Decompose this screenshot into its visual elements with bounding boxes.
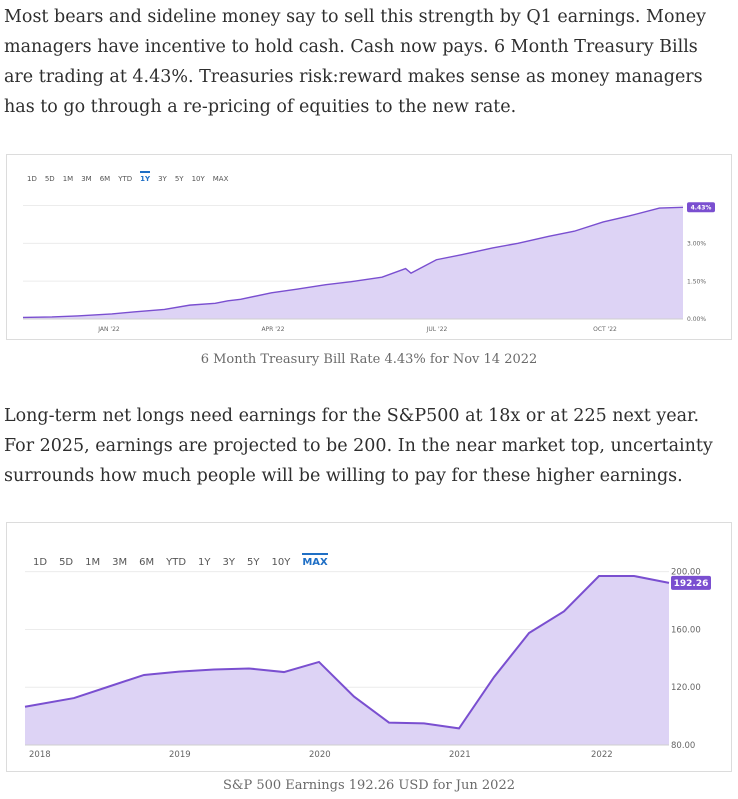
range-button-1d[interactable]: 1D xyxy=(27,175,37,183)
range-button-3m[interactable]: 3M xyxy=(112,557,128,568)
series-line xyxy=(24,575,670,730)
range-button-5d[interactable]: 5D xyxy=(44,175,55,183)
range-button-ytd[interactable]: YTD xyxy=(118,175,133,183)
range-button-max[interactable]: MAX xyxy=(302,553,329,568)
x-tick-label: APR '22 xyxy=(261,326,284,333)
range-button-10y[interactable]: 10Y xyxy=(191,175,205,183)
range-button-5d[interactable]: 5D xyxy=(59,557,74,568)
range-button-5y[interactable]: 5Y xyxy=(174,175,184,183)
x-tick-label: 2019 xyxy=(169,750,191,760)
range-button-ytd[interactable]: YTD xyxy=(166,557,187,568)
y-tick-label: 1.50% xyxy=(687,278,706,285)
y-tick-label: 0.00% xyxy=(687,316,706,323)
x-tick-label: 2020 xyxy=(309,750,331,760)
range-button-1d[interactable]: 1D xyxy=(33,557,48,568)
range-selector: 1D 5D 1M 3M 6M YTD 1Y 3Y 5Y 10Y MAX xyxy=(33,553,340,568)
y-tick-label: 200.00 xyxy=(671,568,701,578)
earnings-chart-caption: S&P 500 Earnings 192.26 USD for Jun 2022 xyxy=(223,778,515,793)
range-button-3y[interactable]: 3Y xyxy=(158,175,167,183)
intro-paragraph: Most bears and sideline money say to sel… xyxy=(4,7,706,117)
range-button-1y[interactable]: 1Y xyxy=(140,171,151,183)
range-button-10y[interactable]: 10Y xyxy=(271,557,291,568)
range-button-1y[interactable]: 1Y xyxy=(198,557,211,568)
earnings-paragraph: Long-term net longs need earnings for th… xyxy=(4,406,713,486)
last-value-badge xyxy=(671,575,711,590)
range-button-5y[interactable]: 5Y xyxy=(247,557,260,568)
y-tick-label: 160.00 xyxy=(671,625,701,635)
series-area xyxy=(23,207,683,319)
y-tick-label: 120.00 xyxy=(671,683,701,693)
sp500-earnings-plot: 2018 2019 2020 2021 2022 80.00 120.00 160.00 200… xyxy=(24,568,711,760)
series-area xyxy=(25,576,669,745)
x-tick-label: JAN '22 xyxy=(97,326,120,333)
range-button-3y[interactable]: 3Y xyxy=(222,557,236,568)
treasury-bill-chart: 1D 5D 1M 3M 6M YTD 1Y 3Y 5Y 10Y MAX JAN '22 APR '22… xyxy=(6,154,732,340)
y-tick-label: 80.00 xyxy=(671,741,695,751)
last-value-label: 192.26 xyxy=(674,579,709,589)
x-tick-label: OCT '22 xyxy=(593,326,617,333)
range-selector: 1D 5D 1M 3M 6M YTD 1Y 3Y 5Y 10Y MAX xyxy=(27,171,236,183)
range-button-3m[interactable]: 3M xyxy=(81,175,92,183)
treasury-chart-caption: 6 Month Treasury Bill Rate 4.43% for Nov… xyxy=(200,352,538,367)
range-button-6m[interactable]: 6M xyxy=(99,175,111,183)
x-tick-label: 2018 xyxy=(29,750,51,760)
treasury-bill-plot: JAN '22 APR '22 JUL '22 OCT '22 0.00% 1.50% 3.… xyxy=(22,202,715,333)
last-value-badge xyxy=(687,202,715,213)
range-button-1m[interactable]: 1M xyxy=(62,175,74,183)
series-line xyxy=(22,206,684,319)
range-button-6m[interactable]: 6M xyxy=(139,557,155,568)
x-tick-label: 2022 xyxy=(591,750,613,760)
sp500-earnings-chart: 1D 5D 1M 3M 6M YTD 1Y 3Y 5Y 10Y MAX 2018 2019 2020 20… xyxy=(6,522,732,772)
range-button-1m[interactable]: 1M xyxy=(85,557,101,568)
x-tick-label: 2021 xyxy=(449,750,471,760)
last-value-label: 4.43% xyxy=(691,204,712,211)
x-tick-label: JUL '22 xyxy=(426,326,448,333)
y-tick-label: 3.00% xyxy=(687,240,706,247)
range-button-max[interactable]: MAX xyxy=(212,175,229,183)
